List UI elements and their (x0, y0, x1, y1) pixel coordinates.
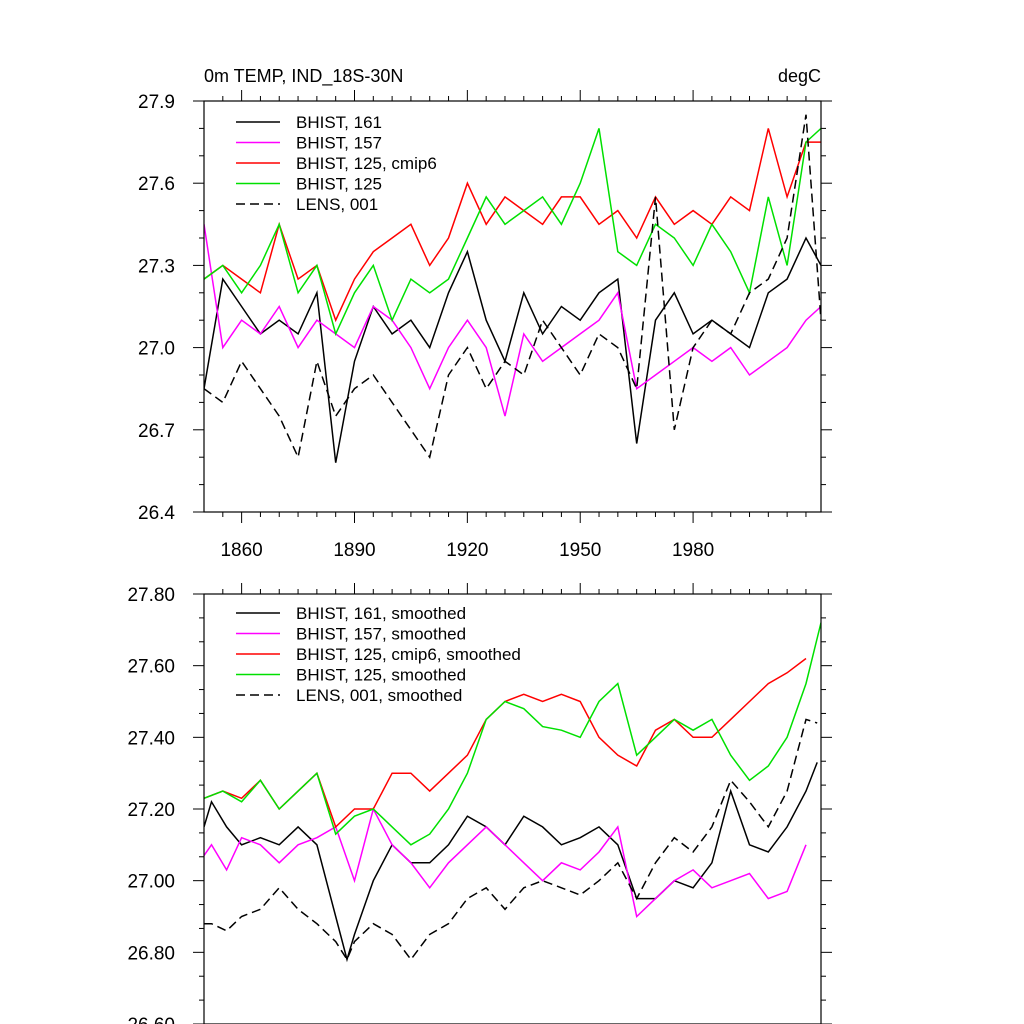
bottom-legend-label-3: BHIST, 125, cmip6, smoothed (296, 645, 521, 664)
top-series-line-2 (204, 224, 821, 417)
top-x-tick-label: 1920 (446, 540, 488, 561)
top-x-tick-label: 1950 (559, 540, 601, 561)
top-axes: 1860 1890 1920 1950 1980 26.4 26.7 27.0 27.3 27.6… (138, 90, 832, 561)
top-series-line-5 (204, 114, 821, 460)
bottom-y-tick-label: 27.40 (127, 728, 175, 749)
top-legend-label-4: BHIST, 125 (296, 175, 382, 194)
top-y-tick-label: 27.0 (138, 339, 175, 360)
bottom-legend: BHIST, 161, smoothed BHIST, 157, smoothed… (236, 604, 521, 705)
bottom-y-tick-label: 27.20 (127, 800, 175, 821)
top-x-tick-label: 1860 (220, 540, 262, 561)
top-y-tick-label: 27.6 (138, 174, 175, 195)
top-legend-label-3: BHIST, 125, cmip6 (296, 154, 437, 173)
top-legend-label-5: LENS, 001 (296, 195, 378, 214)
top-y-tick-label: 27.3 (138, 256, 175, 277)
top-legend-label-2: BHIST, 157 (296, 134, 382, 153)
top-title-right: degC (778, 66, 821, 86)
bottom-panel: 26.60 26.80 27.00 27.20 27.40 27.60 27.80 BHIS… (127, 583, 832, 1024)
top-plot-area (204, 114, 821, 463)
top-plot-frame (203, 100, 822, 513)
bottom-legend-label-1: BHIST, 161, smoothed (296, 604, 466, 623)
bottom-plot-area (204, 622, 821, 963)
bottom-axes: 26.60 26.80 27.00 27.20 27.40 27.60 27.80 (127, 583, 832, 1024)
bottom-legend-label-2: BHIST, 157, smoothed (296, 625, 466, 644)
top-panel: 0m TEMP, IND_18S-30N degC 1860 1890 1920 19… (138, 66, 832, 561)
bottom-y-tick-label: 26.80 (127, 943, 175, 964)
top-y-tick-label: 26.4 (138, 503, 175, 524)
bottom-y-tick-label: 27.60 (127, 657, 175, 678)
top-y-tick-label: 27.9 (138, 92, 175, 113)
bottom-legend-label-4: BHIST, 125, smoothed (296, 666, 466, 685)
bottom-series-line-5 (204, 718, 818, 962)
bottom-y-tick-label: 26.60 (127, 1015, 175, 1024)
bottom-series-line-2 (204, 806, 807, 918)
bottom-y-tick-label: 27.80 (127, 585, 175, 606)
top-series-line-3 (204, 128, 821, 323)
top-x-tick-label: 1890 (333, 540, 375, 561)
top-series-line-4 (204, 127, 821, 337)
top-legend-label-1: BHIST, 161 (296, 113, 382, 132)
bottom-legend-label-5: LENS, 001, smoothed (296, 686, 462, 705)
bottom-y-tick-label: 27.00 (127, 872, 175, 893)
top-x-tick-label: 1980 (672, 540, 714, 561)
top-y-tick-label: 26.7 (138, 421, 175, 442)
bottom-series-line-4 (204, 622, 821, 846)
top-title-left: 0m TEMP, IND_18S-30N (204, 66, 403, 87)
